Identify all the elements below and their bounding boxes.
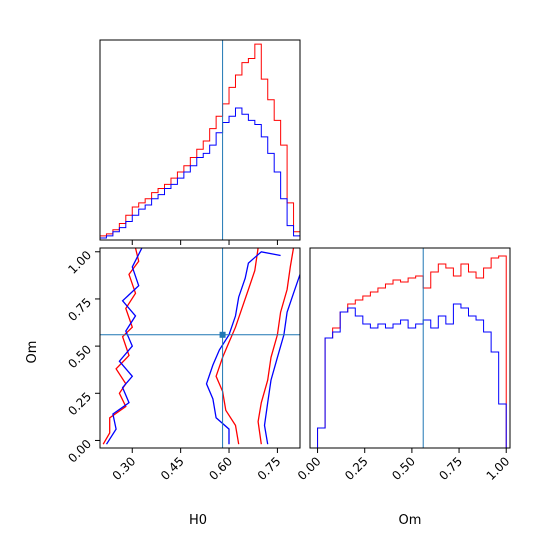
h0-histogram-panel — [99, 39, 301, 245]
h0-hist-series-blue — [99, 107, 301, 240]
contour-xtick-label-1: 0.45 — [158, 454, 187, 483]
contour-ytick-label-2: 0.50 — [65, 342, 94, 371]
om-histogram-panel: 0.00 0.25 0.50 0.75 1.00 — [295, 247, 513, 483]
contour-line-blue-4 — [205, 251, 281, 445]
contour-ytick-label-0: 0.00 — [65, 437, 94, 466]
contour-frame — [99, 247, 301, 449]
contour-xtick-label-0: 0.30 — [110, 454, 139, 483]
contour-line-blue-5 — [263, 274, 300, 445]
contour-line-blue-1 — [105, 248, 143, 445]
y-axis-label-om: Om — [25, 341, 40, 364]
contour-line-red-0 — [102, 248, 140, 445]
truth-marker — [219, 331, 226, 338]
contour-ytick-label-1: 0.25 — [65, 390, 94, 419]
contour-ytick-label-3: 0.75 — [65, 295, 94, 324]
om-hist-frame — [309, 247, 511, 449]
om-hist-xtick-label-2: 0.50 — [389, 454, 418, 483]
x-axis-label-h0: H0 — [189, 513, 207, 528]
om-hist-xtick-label-0: 0.00 — [295, 454, 324, 483]
x-axis-label-om: Om — [399, 513, 422, 528]
h0-om-contour-panel: 0.30 0.45 0.60 0.75 0.00 0.25 0.50 0.75 1.00 — [65, 247, 301, 483]
om-hist-xtick-label-1: 0.25 — [342, 454, 371, 483]
om-hist-xtick-label-3: 0.75 — [436, 454, 465, 483]
contour-xtick-label-3: 0.75 — [255, 454, 284, 483]
h0-hist-frame — [99, 39, 301, 241]
contour-line-red-3 — [257, 248, 295, 445]
contour-line-red-2 — [215, 248, 259, 445]
h0-hist-series-red — [99, 43, 301, 240]
om-hist-xtick-label-4: 1.00 — [484, 454, 513, 483]
om-hist-series-red — [317, 255, 507, 448]
contour-xtick-label-2: 0.60 — [206, 454, 235, 483]
om-hist-series-blue — [317, 303, 507, 448]
contour-ytick-label-4: 1.00 — [65, 248, 94, 277]
